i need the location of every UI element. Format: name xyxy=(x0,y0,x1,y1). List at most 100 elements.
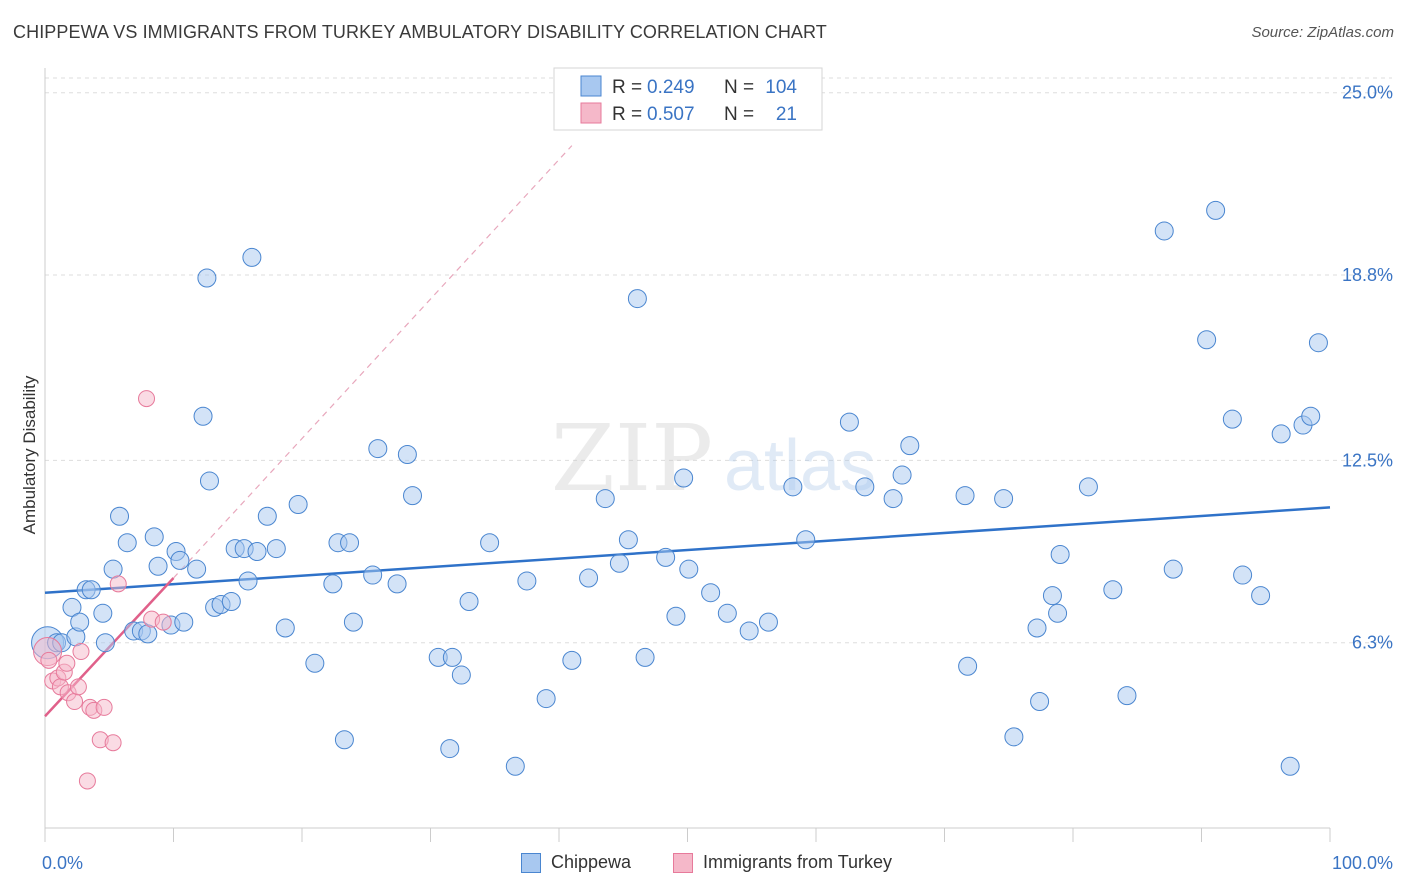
chippewa-points xyxy=(31,200,1328,776)
chippewa-point xyxy=(1197,330,1217,350)
bottom-legend-chippewa[interactable]: Chippewa xyxy=(521,852,631,873)
chippewa-point xyxy=(579,568,599,588)
chippewa-point xyxy=(758,612,778,632)
turkey-point xyxy=(78,772,96,790)
x-tick-label-1: 100.0% xyxy=(1332,853,1393,873)
chippewa-point xyxy=(955,486,975,506)
chippewa-point xyxy=(1280,756,1300,776)
chippewa-point xyxy=(505,756,525,776)
turkey-points xyxy=(33,390,172,790)
chippewa-point xyxy=(717,603,737,623)
chippewa-point xyxy=(666,606,686,626)
chippewa-point xyxy=(839,412,859,432)
legend-n-value-1: 104 xyxy=(765,77,797,98)
turkey-point xyxy=(104,734,122,752)
chippewa-point xyxy=(1301,406,1321,426)
chippewa-point xyxy=(1050,544,1070,564)
chippewa-point xyxy=(892,465,912,485)
watermark-zip: ZIP xyxy=(551,405,713,512)
turkey-point xyxy=(109,575,127,593)
chippewa-point xyxy=(480,533,500,553)
chippewa-point xyxy=(674,468,694,488)
legend-r-value-2: 0.507 xyxy=(647,104,695,125)
chippewa-point xyxy=(193,406,213,426)
bottom-legend-chippewa-label: Chippewa xyxy=(551,852,632,872)
chippewa-point xyxy=(117,533,137,553)
turkey-point xyxy=(154,613,172,631)
turkey-point xyxy=(40,651,58,669)
legend-n-value-2: 21 xyxy=(776,104,797,125)
chippewa-point xyxy=(148,556,168,576)
chippewa-point xyxy=(199,471,219,491)
chippewa-point xyxy=(1103,580,1123,600)
chippewa-point xyxy=(221,592,241,612)
chippewa-point xyxy=(288,494,308,514)
chippewa-trend-line xyxy=(44,506,1331,594)
chippewa-point xyxy=(1030,692,1050,712)
chippewa-point xyxy=(323,574,343,594)
chippewa-point xyxy=(883,489,903,509)
chippewa-point xyxy=(958,656,978,676)
chippewa-point xyxy=(1206,200,1226,220)
chippewa-point xyxy=(110,506,130,526)
gridlines xyxy=(45,77,1392,644)
chippewa-point xyxy=(536,689,556,709)
bottom-legend-turkey[interactable]: Immigrants from Turkey xyxy=(673,852,892,873)
chippewa-point xyxy=(397,444,417,464)
chippewa-point xyxy=(266,539,286,559)
chippewa-point xyxy=(595,489,615,509)
legend-r-label-2: R = xyxy=(612,104,642,125)
turkey-point xyxy=(95,698,113,716)
chart-title: CHIPPEWA VS IMMIGRANTS FROM TURKEY AMBUL… xyxy=(13,22,827,42)
watermark-atlas: atlas xyxy=(724,426,876,506)
legend-swatch-chippewa xyxy=(580,75,602,97)
chippewa-point xyxy=(1004,727,1024,747)
chippewa-point xyxy=(1271,424,1291,444)
bottom-legend-chippewa-swatch xyxy=(521,852,541,873)
x-tick-label-0: 0.0% xyxy=(42,853,83,873)
chippewa-point xyxy=(701,583,721,603)
y-tick-label-2: 18.8% xyxy=(1342,265,1393,285)
tick-labels: 6.3% 12.5% 18.8% 25.0% 0.0% 100.0% xyxy=(42,83,1393,873)
chippewa-point xyxy=(1251,586,1271,606)
turkey-point xyxy=(72,643,90,661)
chippewa-point xyxy=(1163,559,1183,579)
chippewa-point xyxy=(62,597,82,617)
chippewa-point xyxy=(257,506,277,526)
chippewa-point xyxy=(93,603,113,623)
chippewa-point xyxy=(739,621,759,641)
chippewa-point xyxy=(1048,603,1068,623)
turkey-point xyxy=(138,390,156,408)
turkey-point xyxy=(66,693,84,711)
top-legend: R = 0.249 N = 104 R = 0.507 N = 21 xyxy=(553,67,823,131)
y-tick-label-3: 25.0% xyxy=(1342,83,1393,103)
chippewa-point xyxy=(187,559,207,579)
chippewa-point xyxy=(783,477,803,497)
chippewa-point xyxy=(562,650,582,670)
legend-n-label-1: N = xyxy=(724,77,754,98)
chippewa-point xyxy=(1027,618,1047,638)
chippewa-point xyxy=(343,612,363,632)
chippewa-point xyxy=(796,530,816,550)
chippewa-point xyxy=(174,612,194,632)
turkey-point xyxy=(58,654,76,672)
bottom-legend-turkey-swatch xyxy=(673,852,693,873)
chippewa-point xyxy=(1042,586,1062,606)
chippewa-point xyxy=(170,550,190,570)
legend-r-value-1: 0.249 xyxy=(647,77,695,98)
chippewa-point xyxy=(855,477,875,497)
chippewa-point xyxy=(305,653,325,673)
chippewa-point xyxy=(451,665,471,685)
axes xyxy=(44,68,1331,842)
legend-n-label-2: N = xyxy=(724,104,754,125)
chippewa-point xyxy=(334,730,354,750)
bottom-legend-turkey-label: Immigrants from Turkey xyxy=(703,852,893,872)
chippewa-point xyxy=(1222,409,1242,429)
chippewa-point xyxy=(95,633,115,653)
chippewa-point xyxy=(679,559,699,579)
chippewa-point xyxy=(635,647,655,667)
chippewa-point xyxy=(368,439,388,459)
chippewa-point xyxy=(517,571,537,591)
chippewa-point xyxy=(618,530,638,550)
chippewa-point xyxy=(656,547,676,567)
